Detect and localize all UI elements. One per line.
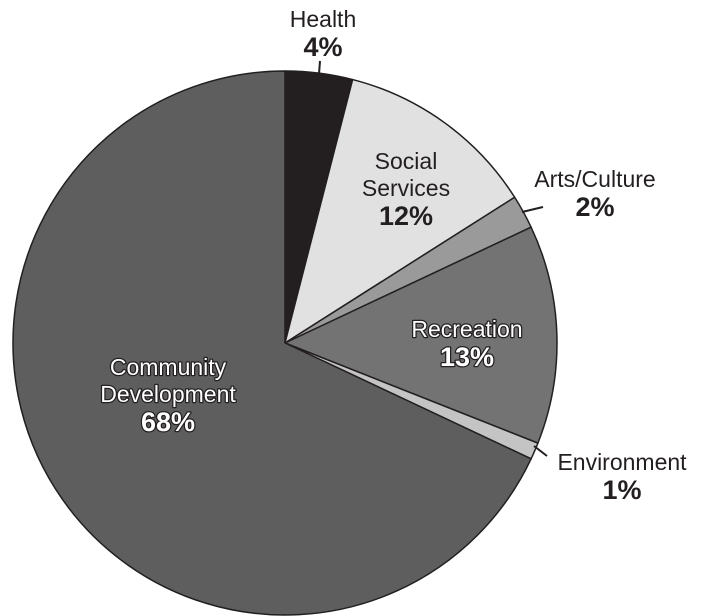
slice-value-label: 1% xyxy=(602,475,641,505)
leader-lines xyxy=(318,60,548,457)
slice-value-label: 12% xyxy=(379,201,433,231)
pie-slice-social-services xyxy=(284,78,516,344)
slice-category-label: Environment xyxy=(557,449,687,475)
slice-value-label: 68% xyxy=(141,407,195,437)
slice-category-label: Recreation xyxy=(411,316,522,342)
leader-line-environment xyxy=(533,445,548,457)
slice-category-label: Social xyxy=(375,148,438,174)
slice-value-label: 2% xyxy=(575,192,614,222)
slice-value-label: 13% xyxy=(440,342,494,372)
leader-line-health xyxy=(318,60,321,75)
pie-slices xyxy=(12,70,558,616)
slice-category-label: Arts/Culture xyxy=(534,166,655,192)
slice-category-label: Development xyxy=(100,381,236,407)
pie-slice-recreation xyxy=(284,226,558,444)
slice-category-label: Health xyxy=(290,6,356,32)
pie-slice-community-development xyxy=(12,70,532,616)
slice-category-label: Community xyxy=(110,354,227,380)
leader-line-arts-culture xyxy=(521,206,544,213)
slice-value-label: 4% xyxy=(303,32,342,62)
slice-category-label: Services xyxy=(362,175,450,201)
